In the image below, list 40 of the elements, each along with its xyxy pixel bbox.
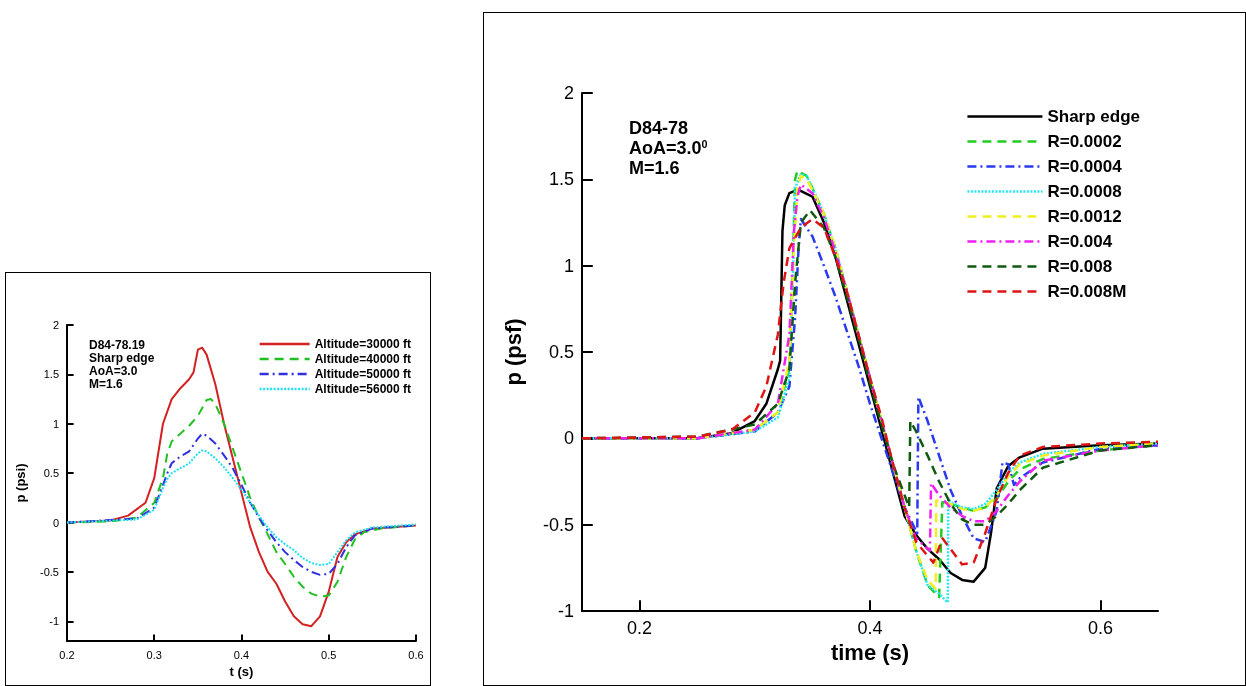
y-axis-title: p (psf) [500, 318, 526, 386]
legend-label: R=0.0002 [1047, 132, 1122, 151]
y-tick-label: -1 [49, 615, 59, 628]
x-tick-label: 0.2 [627, 618, 653, 638]
x-axis-title: t (s) [229, 663, 254, 679]
y-tick-label: 2 [52, 319, 59, 331]
legend-label: Altitude=56000 ft [314, 382, 412, 396]
y-tick-label: -0.5 [40, 565, 59, 578]
y-tick-label: 1 [52, 417, 59, 430]
x-tick-label: 0.3 [146, 648, 162, 661]
x-tick-label: 0.4 [857, 618, 883, 638]
y-tick-label: 0 [52, 516, 59, 529]
legend-label: Sharp edge [1047, 107, 1141, 126]
y-tick-label: 0.5 [43, 467, 59, 480]
annotation: D84-78.19 Sharp edge AoA=3.0 M=1.6 [89, 338, 155, 391]
legend-label: R=0.008 [1047, 257, 1113, 276]
legend-label: Altitude=40000 ft [314, 352, 412, 366]
legend-label: R=0.0012 [1047, 207, 1122, 226]
y-tick-label: 0.5 [548, 342, 574, 362]
y-tick-label: 2 [563, 83, 574, 103]
legend-label: R=0.008M [1047, 282, 1127, 301]
legend-label: Altitude=50000 ft [314, 367, 412, 381]
legend-label: R=0.0004 [1047, 157, 1123, 176]
x-tick-label: 0.4 [233, 648, 250, 661]
line-series [66, 449, 417, 566]
legend-label: R=0.004 [1047, 232, 1113, 251]
x-tick-label: 0.5 [321, 648, 337, 661]
y-tick-label: -1 [557, 601, 574, 621]
x-tick-label: 0.6 [408, 648, 424, 661]
y-tick-label: 1 [563, 255, 574, 276]
legend-label: R=0.0008 [1047, 182, 1122, 201]
y-tick-label: 1.5 [548, 169, 574, 190]
y-tick-label: 1.5 [43, 368, 59, 381]
x-tick-label: 0.2 [59, 648, 75, 661]
legend-label: Altitude=30000 ft [314, 337, 412, 351]
x-axis-title: time (s) [830, 640, 910, 666]
y-tick-label: -0.5 [542, 514, 574, 535]
x-tick-label: 0.6 [1087, 618, 1113, 638]
y-axis-title: p (psi) [13, 463, 28, 503]
y-tick-label: 0 [563, 428, 574, 449]
